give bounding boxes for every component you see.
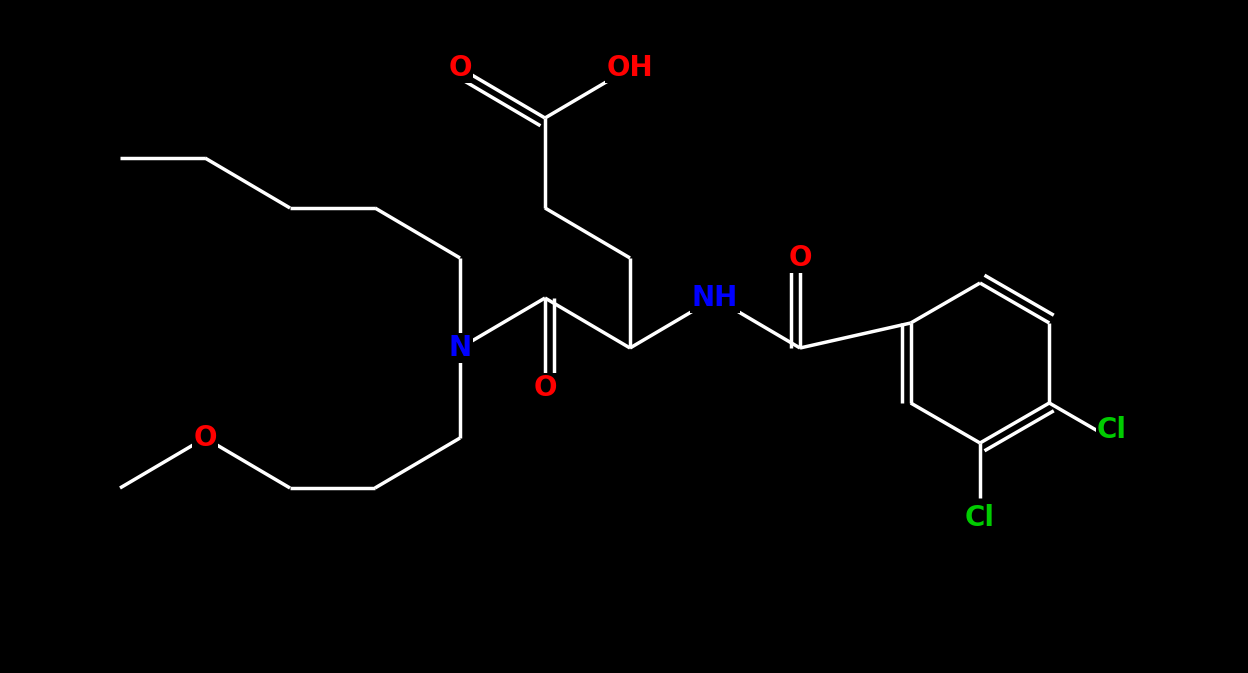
Text: O: O [193,424,217,452]
Text: NH: NH [691,284,738,312]
Text: OH: OH [607,54,653,82]
Text: O: O [789,244,811,272]
Text: N: N [448,334,472,362]
Text: O: O [533,374,557,402]
Text: O: O [448,54,472,82]
Text: Cl: Cl [1097,417,1127,444]
Text: Cl: Cl [965,504,995,532]
